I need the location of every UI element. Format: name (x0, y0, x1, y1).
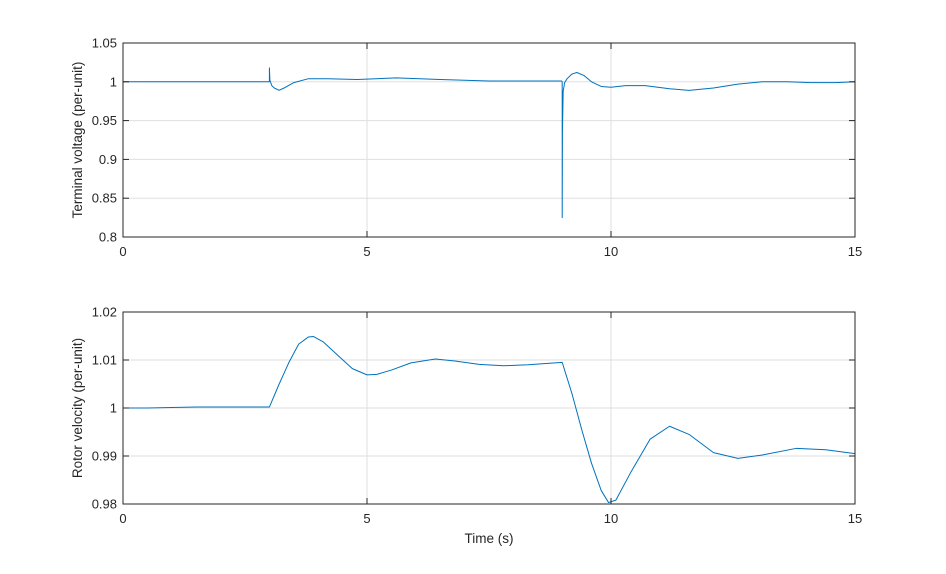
rotor-velocity-x-tick-label: 0 (119, 511, 126, 526)
rotor-velocity-y-tick-label: 0.99 (92, 449, 117, 464)
terminal-voltage-y-axis-label: Terminal voltage (per-unit) (70, 62, 85, 219)
terminal-voltage-y-tick-label: 0.85 (92, 191, 117, 206)
rotor-velocity-y-tick-label: 1.02 (92, 305, 117, 320)
terminal-voltage-x-tick-label: 10 (604, 244, 618, 259)
terminal-voltage-series-line (123, 67, 856, 219)
rotor-velocity-y-tick-label: 1 (110, 401, 117, 416)
terminal-voltage-subplot: 0 5 10 15 0.8 0.85 0.9 0.95 1 1.05 Terminal voltag… (70, 36, 862, 260)
rotor-velocity-x-axis-label: Time (s) (465, 531, 514, 546)
terminal-voltage-y-tick-label: 0.9 (99, 152, 117, 167)
rotor-velocity-y-tick-label: 1.01 (92, 353, 117, 368)
terminal-voltage-y-tick-label: 1 (110, 74, 117, 89)
rotor-velocity-series-line (123, 335, 856, 504)
rotor-velocity-x-tick-label: 10 (604, 511, 618, 526)
terminal-voltage-x-tick-label: 0 (119, 244, 126, 259)
rotor-velocity-subplot: 0 5 10 15 0.98 0.99 1 1.01 1.02 Rotor velocity (p… (70, 305, 862, 547)
rotor-velocity-x-tick-label: 15 (848, 511, 862, 526)
terminal-voltage-y-tick-label: 0.95 (92, 113, 117, 128)
terminal-voltage-x-tick-label: 15 (848, 244, 862, 259)
terminal-voltage-axes-frame (122, 42, 856, 238)
terminal-voltage-plot-area (122, 42, 856, 238)
rotor-velocity-y-axis-label: Rotor velocity (per-unit) (70, 338, 85, 478)
rotor-velocity-x-tick-label: 5 (363, 511, 370, 526)
rotor-velocity-y-tick-label: 0.98 (92, 497, 117, 512)
terminal-voltage-x-tick-label: 5 (363, 244, 370, 259)
terminal-voltage-y-tick-label: 1.05 (92, 36, 117, 51)
terminal-voltage-y-tick-label: 0.8 (99, 230, 117, 245)
